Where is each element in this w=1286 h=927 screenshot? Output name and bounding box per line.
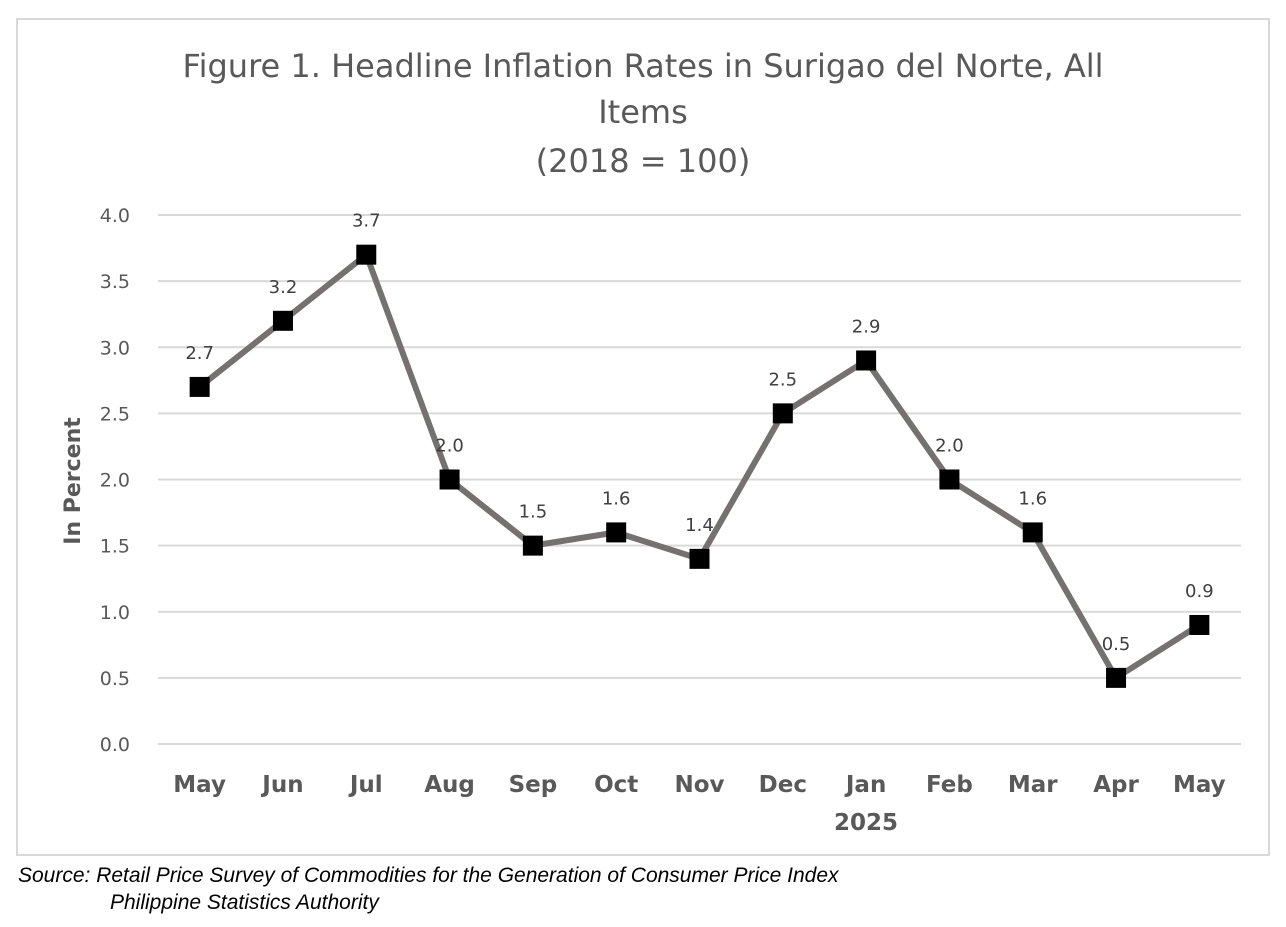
chart-frame bbox=[16, 18, 1270, 856]
x-category-label: Mar bbox=[1008, 772, 1058, 798]
data-label: 1.6 bbox=[1018, 488, 1047, 509]
y-tick-label: 2.5 bbox=[100, 403, 130, 425]
data-label: 2.0 bbox=[935, 436, 964, 457]
data-point-marker bbox=[439, 469, 460, 490]
x-category-label: May bbox=[1173, 772, 1226, 798]
source-line-1: Source: Retail Price Survey of Commoditi… bbox=[18, 864, 839, 887]
data-label: 3.7 bbox=[352, 211, 381, 232]
data-point-marker bbox=[606, 522, 627, 543]
data-label: 0.5 bbox=[1102, 634, 1131, 655]
x-category-label: Jan bbox=[844, 772, 886, 798]
source-line-2: Philippine Statistics Authority bbox=[110, 891, 379, 914]
gridlines bbox=[158, 214, 1241, 745]
data-point-marker bbox=[1189, 614, 1210, 635]
x-category-label: Oct bbox=[594, 772, 638, 798]
data-labels: 2.7 3.2 3.7 2.0 1.5 1.6 1.4 2.5 2.9 2.0 1.6 0.5 0.9 bbox=[185, 211, 1213, 655]
data-point-marker bbox=[272, 310, 293, 331]
chart-title: Figure 1. Headline Inflation Rates in Su… bbox=[183, 47, 1104, 180]
data-point-marker bbox=[189, 376, 210, 397]
x-category-label: Jul bbox=[348, 772, 383, 798]
x-category-label: Aug bbox=[424, 772, 475, 798]
data-label: 0.9 bbox=[1185, 581, 1214, 602]
data-markers bbox=[189, 244, 1210, 688]
data-label: 2.7 bbox=[185, 343, 214, 364]
y-axis-ticks: 0.0 0.5 1.0 1.5 2.0 2.5 3.0 3.5 4.0 bbox=[100, 205, 130, 756]
x-category-label: May bbox=[173, 772, 226, 798]
y-tick-label: 4.0 bbox=[100, 205, 130, 227]
x-category-label: Feb bbox=[926, 772, 973, 798]
data-label: 2.5 bbox=[768, 369, 797, 390]
series-line bbox=[197, 251, 1201, 681]
y-tick-label: 0.5 bbox=[100, 668, 130, 690]
y-tick-label: 3.0 bbox=[100, 337, 130, 359]
data-point-marker bbox=[772, 403, 793, 424]
x-category-label: Apr bbox=[1093, 772, 1139, 798]
x-category-label: Sep bbox=[509, 772, 558, 798]
x-axis-categories: May Jun Jul Aug Sep Oct Nov Dec Jan Feb Mar Apr May bbox=[173, 772, 1225, 798]
data-label: 1.6 bbox=[602, 488, 631, 509]
chart-title-line-2: Items bbox=[598, 93, 688, 131]
x-category-label: Jun bbox=[260, 772, 303, 798]
x-category-label: Nov bbox=[674, 772, 724, 798]
y-tick-label: 1.5 bbox=[100, 536, 130, 558]
data-point-marker bbox=[939, 469, 960, 490]
data-label: 3.2 bbox=[269, 277, 298, 298]
inflation-line-chart: Figure 1. Headline Inflation Rates in Su… bbox=[61, 47, 1241, 836]
data-label: 1.5 bbox=[519, 502, 548, 523]
y-tick-label: 0.0 bbox=[100, 734, 130, 756]
data-point-marker bbox=[522, 535, 543, 556]
y-tick-label: 1.0 bbox=[100, 602, 130, 624]
x-category-label: Dec bbox=[759, 772, 807, 798]
data-point-marker bbox=[689, 548, 710, 569]
chart-subtitle: (2018 = 100) bbox=[536, 142, 751, 180]
y-tick-label: 2.0 bbox=[100, 470, 130, 492]
data-point-marker bbox=[1106, 667, 1127, 688]
data-label: 2.0 bbox=[435, 436, 464, 457]
x-axis-year-label: 2025 bbox=[834, 810, 898, 836]
data-label: 2.9 bbox=[852, 316, 881, 337]
y-tick-label: 3.5 bbox=[100, 271, 130, 293]
data-label: 1.4 bbox=[685, 515, 714, 536]
chart-title-line-1: Figure 1. Headline Inflation Rates in Su… bbox=[183, 47, 1104, 85]
data-point-marker bbox=[856, 350, 877, 371]
source-note: Source: Retail Price Survey of Commoditi… bbox=[18, 862, 839, 916]
data-point-marker bbox=[356, 244, 377, 265]
y-axis-title: In Percent bbox=[61, 417, 86, 545]
data-point-marker bbox=[1022, 522, 1043, 543]
